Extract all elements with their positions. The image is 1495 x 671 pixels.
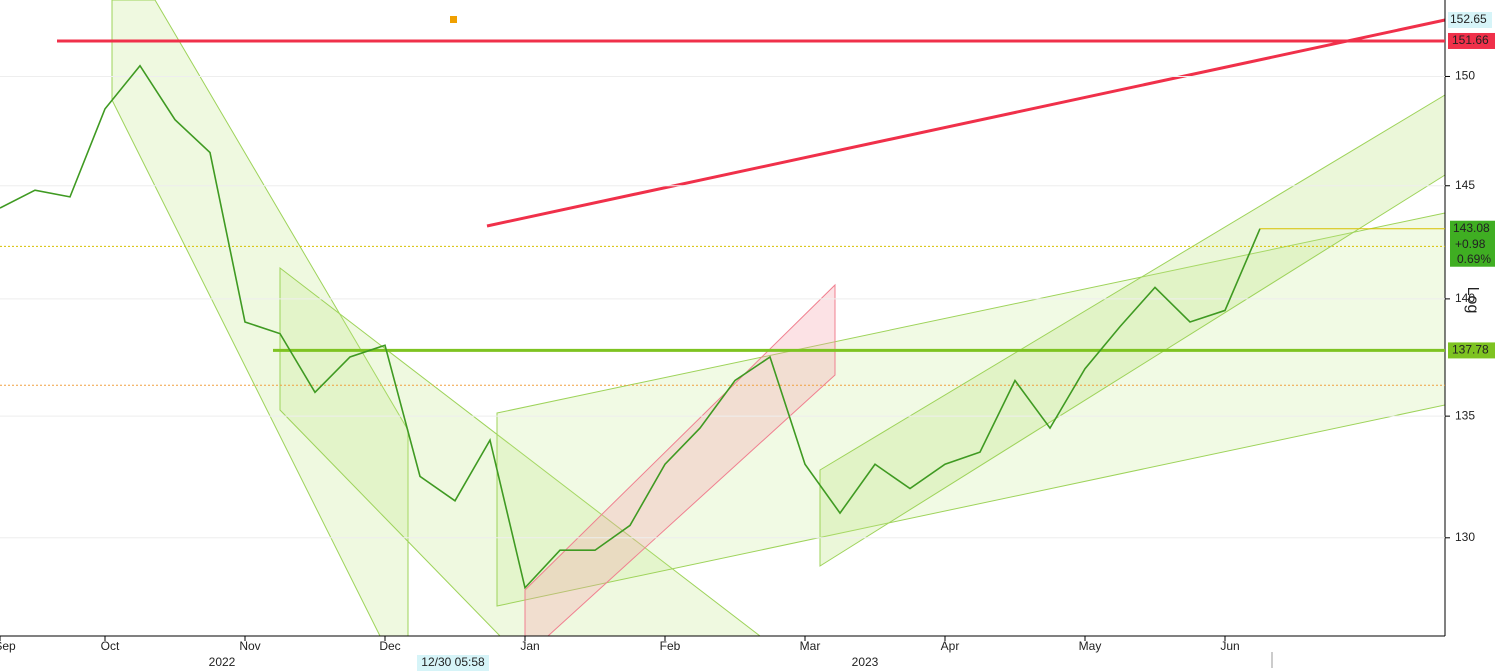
x-tick-label: Mar (800, 639, 821, 653)
year-label: 2023 (852, 655, 879, 669)
level-label: 137.78 (1452, 343, 1489, 357)
level-label: 151.66 (1452, 33, 1489, 47)
channel (111, 0, 409, 637)
x-tick-label: Oct (101, 639, 120, 653)
x-tick-label: Sep (0, 639, 16, 653)
x-tick-label: Dec (379, 639, 400, 653)
channels (111, 0, 1446, 637)
last-tag (1450, 220, 1495, 267)
last-change: +0.98 (1455, 237, 1486, 251)
cursor-tag (417, 655, 489, 671)
last-change-pct: 0.69% (1457, 252, 1491, 266)
year-label: 2022 (209, 655, 236, 669)
trend-label: 152.65 (1450, 12, 1487, 26)
trend-tag (1448, 12, 1492, 29)
trendline (486, 18, 1446, 228)
level-tag (1448, 32, 1495, 49)
y-tick-label: 130 (1455, 530, 1475, 544)
x-tick-label: Nov (239, 639, 260, 653)
x-tick-label: Apr (941, 639, 960, 653)
y-tick-label: 140 (1455, 291, 1475, 305)
y-tick-label: 135 (1455, 408, 1475, 422)
x-tick-label: Feb (660, 639, 681, 653)
x-tick-label: Jan (520, 639, 539, 653)
channel (524, 283, 836, 637)
y-tick-label: 150 (1455, 69, 1475, 83)
price-line (0, 64, 1261, 590)
x-tick-label: Jun (1220, 639, 1239, 653)
x-tick-label: May (1079, 639, 1102, 653)
y-tick-label: 145 (1455, 178, 1475, 192)
axis-label: Log (1464, 287, 1481, 314)
level-tag (1448, 342, 1495, 359)
cursor-label: 12/30 05:58 (421, 655, 485, 669)
last-price: 143.08 (1453, 221, 1490, 235)
marker (450, 16, 457, 23)
